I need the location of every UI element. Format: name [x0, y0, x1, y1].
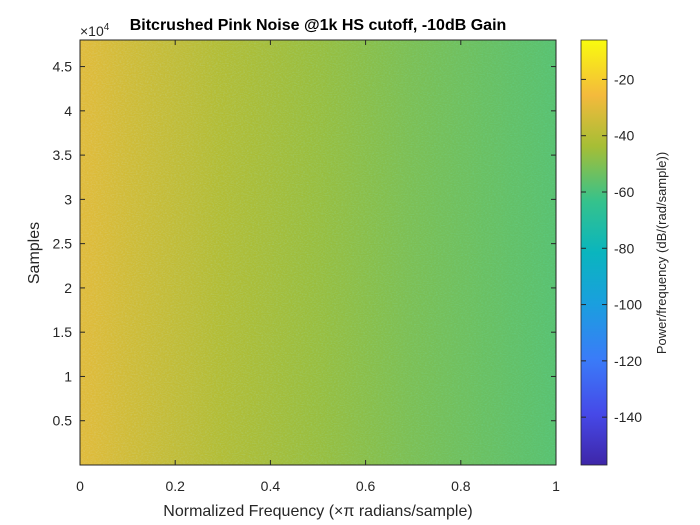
y-tick-label: 1.5 [53, 324, 73, 340]
plot-area: 0 0.2 0.4 0.6 0.8 1 0.511.522.533.544.5 ×104 … [26, 17, 560, 520]
colorbar-tick-label: -140 [614, 409, 642, 425]
colorbar-tick-label: -60 [614, 184, 634, 200]
colorbar-tick-label: -20 [614, 71, 634, 87]
x-tick-label: 1 [552, 478, 560, 494]
colorbar: -20 -40 -60 -80 -100 -120 -140 Power/frequency… [580, 39, 669, 466]
y-tick-label: 1 [64, 368, 72, 384]
x-tick-label: 0.6 [356, 478, 376, 494]
x-tick-label: 0.2 [165, 478, 185, 494]
colorbar-tick-label: -100 [614, 297, 642, 313]
y-tick-label: 4 [64, 103, 72, 119]
y-tick-label: 2.5 [53, 236, 73, 252]
x-tick-label: 0.8 [451, 478, 471, 494]
y-tick-label: 4.5 [53, 59, 73, 75]
y-tick-label: 3 [64, 191, 72, 207]
spectrogram-heatmap [80, 40, 556, 465]
y-axis-ticks: 0.5 1 1.5 2 2.5 3 3.5 4 4.5 [53, 59, 556, 429]
x-tick-label: 0.4 [261, 478, 281, 494]
y-axis-label: Samples [26, 222, 43, 284]
y-tick-label: 2 [64, 280, 72, 296]
y-tick-label: 0.5 [53, 413, 73, 429]
plot-frame [79, 39, 557, 466]
x-tick-label: 0 [76, 478, 84, 494]
x-axis-ticks: 0 0.2 0.4 0.6 0.8 1 [76, 40, 560, 494]
colorbar-ticks: -20 -40 -60 -80 -100 -120 -140 [581, 71, 642, 425]
y-axis-exponent: ×104 [80, 22, 110, 39]
colorbar-scale [580, 39, 608, 466]
colorbar-tick-label: -120 [614, 353, 642, 369]
chart-title: Bitcrushed Pink Noise @1k HS cutoff, -10… [130, 17, 507, 34]
colorbar-label: Power/frequency (dB/(rad/sample)) [654, 152, 669, 354]
colorbar-tick-label: -40 [614, 128, 634, 144]
colorbar-tick-label: -80 [614, 240, 634, 256]
x-axis-label: Normalized Frequency (×π radians/sample) [163, 503, 472, 520]
y-tick-label: 3.5 [53, 147, 73, 163]
